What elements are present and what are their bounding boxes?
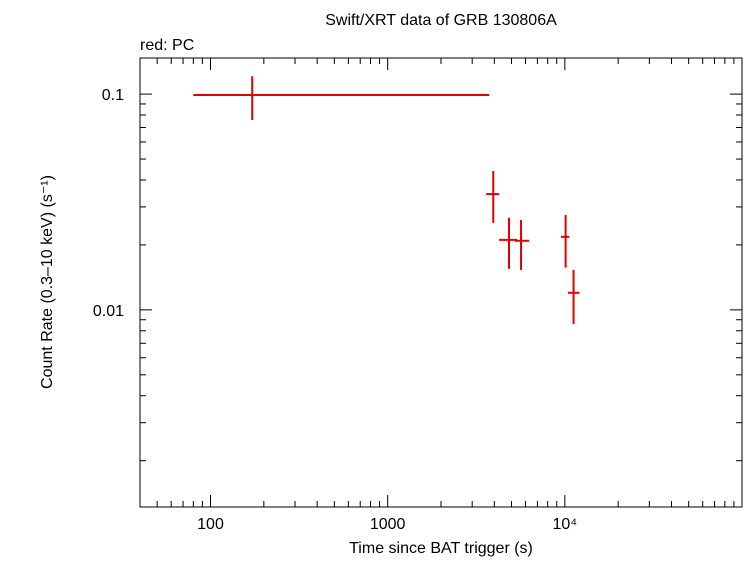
x-tick-label: 1000	[370, 516, 406, 533]
y-tick-label: 0.01	[93, 303, 124, 320]
chart-title: Swift/XRT data of GRB 130806A	[325, 12, 557, 29]
plot-frame	[139, 57, 743, 508]
x-tick-label: 100	[197, 516, 224, 533]
y-axis-label: Count Rate (0.3–10 keV) (s⁻¹)	[39, 175, 56, 389]
x-axis-label: Time since BAT trigger (s)	[349, 540, 533, 557]
x-tick-label: 10⁴	[552, 516, 577, 533]
annotation: red: PC	[140, 37, 194, 54]
y-tick-label: 0.1	[102, 87, 124, 104]
